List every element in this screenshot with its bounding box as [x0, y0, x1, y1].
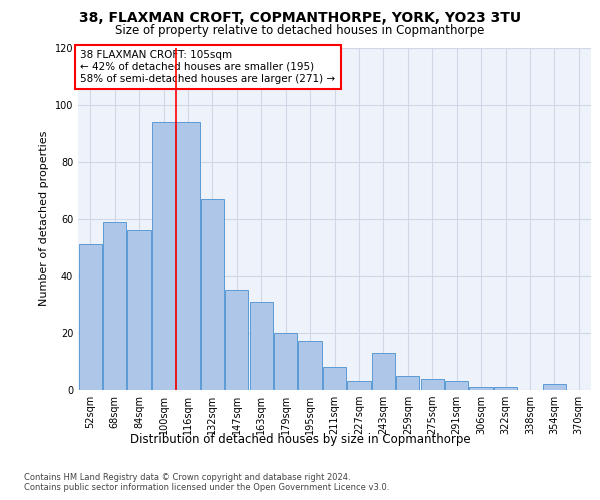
Bar	[79, 244, 102, 390]
Bar	[347, 382, 371, 390]
Bar	[274, 333, 297, 390]
Text: 38, FLAXMAN CROFT, COPMANTHORPE, YORK, YO23 3TU: 38, FLAXMAN CROFT, COPMANTHORPE, YORK, Y…	[79, 11, 521, 25]
Bar	[298, 342, 322, 390]
Bar	[176, 122, 200, 390]
Text: Distribution of detached houses by size in Copmanthorpe: Distribution of detached houses by size …	[130, 432, 470, 446]
Bar	[494, 387, 517, 390]
Bar	[469, 387, 493, 390]
Bar	[201, 199, 224, 390]
Bar	[103, 222, 126, 390]
Bar	[372, 353, 395, 390]
Text: Contains public sector information licensed under the Open Government Licence v3: Contains public sector information licen…	[24, 484, 389, 492]
Text: Size of property relative to detached houses in Copmanthorpe: Size of property relative to detached ho…	[115, 24, 485, 37]
Text: 38 FLAXMAN CROFT: 105sqm
← 42% of detached houses are smaller (195)
58% of semi-: 38 FLAXMAN CROFT: 105sqm ← 42% of detach…	[80, 50, 335, 84]
Bar	[152, 122, 175, 390]
Bar	[421, 378, 444, 390]
Bar	[445, 382, 468, 390]
Text: Contains HM Land Registry data © Crown copyright and database right 2024.: Contains HM Land Registry data © Crown c…	[24, 472, 350, 482]
Bar	[543, 384, 566, 390]
Bar	[396, 376, 419, 390]
Bar	[250, 302, 273, 390]
Bar	[127, 230, 151, 390]
Bar	[323, 367, 346, 390]
Y-axis label: Number of detached properties: Number of detached properties	[39, 131, 49, 306]
Bar	[225, 290, 248, 390]
